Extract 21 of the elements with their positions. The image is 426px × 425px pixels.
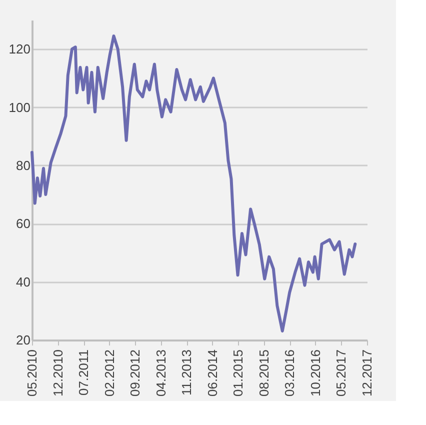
y-tick-label: 20 [16, 332, 30, 348]
x-tick-label: 06.2014 [204, 350, 220, 396]
y-tick-label: 100 [8, 100, 30, 115]
x-tick-label: 08.2015 [256, 350, 272, 396]
x-tick-label: 05.2017 [334, 350, 349, 396]
x-tick-label: 11.2013 [179, 350, 194, 396]
y-tick-label: 120 [8, 42, 30, 57]
x-tick-label: 12.2010 [50, 350, 66, 396]
x-tick-label: 02.2012 [102, 350, 117, 396]
line-series [30, 34, 357, 332]
y-tick-label: 40 [16, 274, 30, 290]
x-tick-label: 07.2011 [76, 350, 91, 396]
x-tick-label: 05.2010 [24, 350, 40, 396]
x-tick-label: 03.2016 [282, 350, 298, 396]
x-tick-label: 04.2013 [153, 350, 168, 396]
x-tick-label: 12.2017 [360, 350, 374, 396]
x-tick-label: 10.2016 [308, 350, 323, 396]
x-tick-label: 01.2015 [230, 350, 246, 396]
y-tick-label: 60 [16, 216, 30, 232]
x-tick-label: 09.2012 [128, 350, 143, 396]
y-tick-label: 80 [16, 158, 30, 173]
